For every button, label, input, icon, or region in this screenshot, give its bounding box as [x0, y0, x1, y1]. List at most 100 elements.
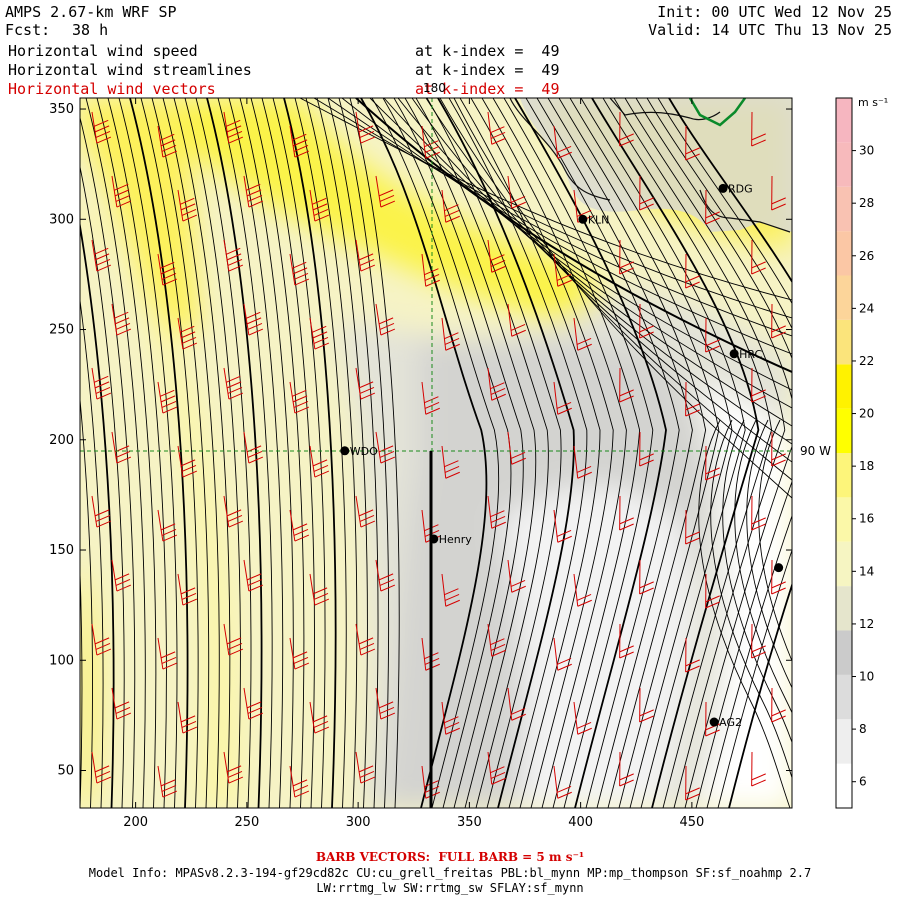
wind-barb — [375, 687, 396, 720]
station-dot — [578, 214, 588, 224]
wind-barb — [289, 125, 310, 158]
parallel-label: 90 W — [800, 444, 831, 458]
streamline — [503, 98, 654, 808]
colorbar-label: 28 — [859, 196, 874, 210]
streamline — [206, 98, 263, 808]
field-level-speed: at k-index = 49 — [415, 42, 560, 60]
wind-barb — [355, 239, 376, 272]
wind-barb — [705, 445, 720, 481]
streamline — [415, 98, 549, 808]
colorbar-label: 10 — [859, 670, 874, 684]
colorbar-label: 6 — [859, 775, 867, 789]
wind-barb — [355, 495, 376, 528]
streamlines — [80, 98, 792, 808]
wind-barb — [573, 445, 592, 479]
wind-barb — [573, 317, 592, 351]
wind-barb — [619, 367, 634, 403]
y-tick-label: 200 — [49, 433, 74, 448]
colorbar: 6 8 10 12 14 16 18 20 22 24 26 28 30 — [835, 97, 874, 809]
wind-barb — [421, 381, 440, 415]
streamline — [698, 419, 791, 808]
wind-barb — [157, 509, 178, 542]
wind-barb — [771, 559, 786, 595]
colorbar-label: 12 — [859, 617, 874, 631]
colorbar-swatch — [836, 497, 852, 542]
wind-barb — [751, 623, 766, 659]
colorbar-swatch — [836, 275, 852, 320]
wind-barb — [355, 367, 376, 400]
wind-barb — [487, 495, 506, 529]
wind-barb — [553, 125, 572, 159]
wind-barb — [441, 573, 460, 607]
streamline — [734, 419, 792, 714]
colorbar-label: 20 — [859, 407, 874, 421]
streamline — [239, 98, 294, 808]
wind-barb — [111, 303, 132, 336]
streamline — [448, 98, 588, 808]
streamline — [382, 98, 512, 808]
station-dot — [340, 446, 350, 456]
wind-barb — [507, 303, 526, 337]
map-plot-area: WDO KLN RDG HRC Henry AG2 — [80, 98, 792, 808]
wind-barb — [507, 687, 526, 721]
wind-barb — [771, 175, 786, 211]
wind-barb — [553, 381, 572, 415]
wind-barb — [243, 687, 264, 720]
streamline — [195, 98, 252, 808]
wind-barb — [751, 111, 766, 147]
streamline — [80, 297, 104, 808]
streamline — [118, 98, 178, 808]
streamline — [85, 98, 146, 808]
y-tick-label: 100 — [49, 653, 74, 668]
colorbar-swatch — [836, 630, 852, 675]
streamline — [624, 98, 792, 808]
streamline — [140, 98, 199, 808]
streamline — [80, 221, 115, 808]
wind-barb — [553, 253, 572, 287]
wind-barb — [771, 431, 786, 467]
wind-barb — [685, 125, 700, 161]
wind-barb — [223, 623, 244, 656]
speed-band-strong-west — [80, 98, 200, 340]
streamline — [349, 98, 400, 808]
wind-barb — [355, 751, 376, 784]
field-name-vectors: Horizontal wind vectors — [8, 80, 216, 98]
x-tick-label: 250 — [234, 815, 259, 830]
wind-barb — [441, 189, 460, 223]
map-frame — [79, 97, 793, 809]
colorbar-swatch — [836, 98, 852, 143]
y-tick-label: 350 — [49, 102, 74, 117]
colorbar-swatch — [836, 763, 852, 808]
wind-barb — [751, 367, 766, 403]
station-dot — [709, 717, 719, 727]
wind-barb — [751, 495, 766, 531]
streamline — [261, 98, 315, 808]
colorbar-swatch — [836, 319, 852, 365]
streamline — [722, 419, 792, 744]
streamline — [305, 98, 358, 808]
wind-barb — [91, 751, 112, 784]
wind-barb — [507, 559, 526, 593]
wind-barb — [639, 559, 654, 595]
wind-barb — [177, 701, 198, 734]
physics-info: LW:rrtmg_lw SW:rrtmg_sw SFLAY:sf_mynn — [316, 881, 584, 895]
station-label: KLN — [588, 213, 610, 226]
streamline — [470, 98, 614, 808]
streamline — [80, 561, 83, 808]
wind-barb — [507, 431, 526, 465]
wind-barb — [685, 253, 700, 289]
station-dot — [774, 563, 784, 573]
wind-barb — [487, 111, 506, 145]
colorbar-label: 26 — [859, 249, 874, 263]
model-title: AMPS 2.67-km WRF SP — [5, 3, 177, 21]
streamline — [411, 98, 792, 445]
wind-barb — [375, 303, 396, 336]
streamline — [162, 98, 220, 808]
station-label: RDG — [728, 182, 753, 195]
wind-barb — [487, 367, 506, 401]
streamline — [96, 98, 157, 808]
colorbar-swatch — [836, 541, 852, 587]
colorbar-label: 22 — [859, 354, 874, 368]
boundary-green — [688, 98, 747, 127]
